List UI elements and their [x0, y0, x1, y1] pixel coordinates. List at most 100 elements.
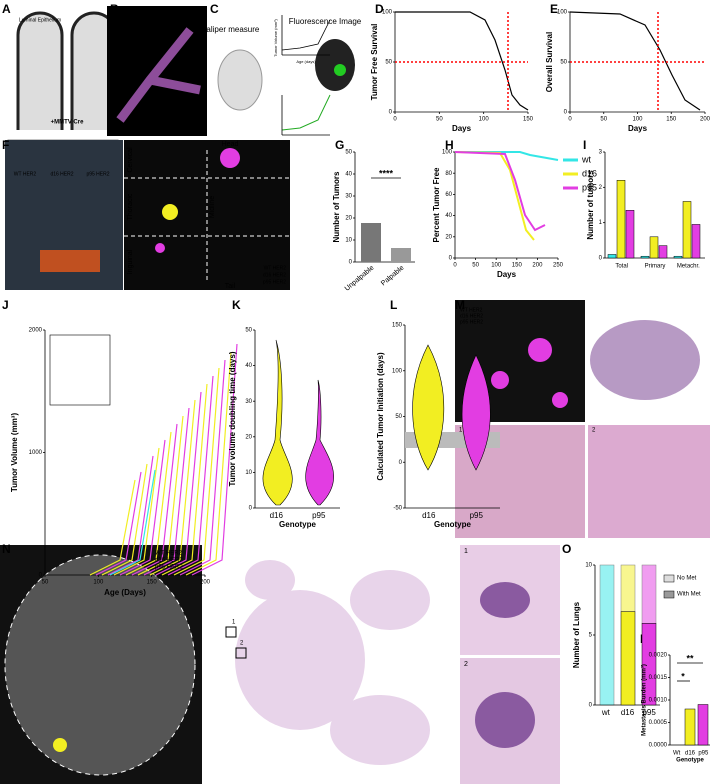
x-tick-label: 150 — [147, 580, 158, 586]
label: ** — [686, 653, 694, 663]
y-tick-label: 50 — [245, 328, 252, 334]
category-label: wt — [601, 708, 611, 717]
panel-letter: H — [445, 138, 454, 152]
y-tick-label: 0.0010 — [649, 698, 668, 704]
y-tick-label: 0 — [564, 110, 568, 116]
x-tick-label: 100 — [479, 117, 490, 123]
x-tick-label: 200 — [700, 117, 711, 123]
legend-entry: p95 HER2 — [124, 36, 166, 46]
category-label: Palpable — [380, 265, 405, 288]
label: Fluorescence Image — [289, 17, 362, 26]
category-label: p95 — [470, 511, 484, 520]
y-axis-label: Tumor volume doubling time (days) — [228, 351, 237, 486]
label: 1 — [232, 620, 236, 626]
inset-box — [225, 626, 237, 638]
label: * — [681, 671, 685, 681]
y-tick-label: 0.0000 — [649, 743, 668, 749]
category-label: d16 — [270, 511, 284, 520]
curve — [89, 479, 136, 576]
label: Thoracic — [127, 193, 134, 220]
inset — [49, 334, 111, 406]
label: 1 — [464, 548, 468, 555]
x-tick-label: 50 — [436, 117, 443, 123]
x-tick-label: 50 — [472, 263, 479, 269]
category-label: Unpalpable — [344, 265, 376, 293]
y-tick-label: 1 — [599, 220, 603, 226]
curve — [113, 447, 160, 576]
category-label: p95 — [698, 751, 709, 757]
y-tick-label: 150 — [392, 323, 403, 329]
label: 2 — [592, 428, 596, 434]
label: Tail — [225, 283, 236, 290]
legend-entry: WT HER2 — [124, 14, 164, 24]
curve — [125, 431, 172, 576]
y-tick-label: 20 — [445, 234, 452, 240]
legend-entry: p95 HER2 — [263, 279, 286, 285]
bar — [616, 180, 626, 259]
y-tick-label: 0.0015 — [649, 675, 668, 681]
curve — [185, 351, 232, 576]
y-tick-label: 80 — [445, 171, 452, 177]
x-tick-label: 250 — [553, 263, 564, 269]
histology — [590, 320, 700, 400]
x-tick-label: 200 — [200, 580, 211, 586]
legend-entry: d16 HER2 — [124, 25, 166, 35]
y-tick-label: 100 — [557, 10, 568, 16]
violin — [305, 379, 334, 506]
bar — [361, 223, 381, 262]
label: 2 — [240, 641, 244, 647]
bar — [658, 245, 668, 259]
y-tick-label: 0 — [249, 506, 253, 512]
x-tick-label: 100 — [491, 263, 502, 269]
curve — [173, 367, 220, 576]
y-tick-label: 2 — [599, 185, 603, 191]
legend-entry: No Met — [677, 576, 697, 582]
y-axis-label: Calculated Tumor Initiation (days) — [376, 352, 385, 481]
label: Luminal Epithelium — [19, 17, 61, 23]
y-tick-label: 5 — [589, 633, 593, 639]
y-tick-label: 0 — [399, 460, 403, 466]
bar — [697, 704, 709, 746]
label: +MMTV Cre — [51, 120, 85, 126]
y-axis-label: Overall Survival — [545, 32, 554, 92]
curve — [167, 375, 214, 576]
curve — [155, 391, 202, 576]
curve — [454, 151, 546, 232]
x-tick-label: 150 — [512, 263, 523, 269]
curve — [454, 151, 535, 241]
panel-letter: B — [110, 2, 119, 16]
y-tick-label: 20 — [345, 216, 352, 222]
x-axis-label: Days — [497, 270, 517, 279]
y-tick-label: 50 — [560, 60, 567, 66]
y-tick-label: 0 — [39, 573, 43, 579]
panel-letter: F — [2, 138, 9, 152]
legend-entry: WT HER2 — [155, 551, 183, 557]
bar — [620, 611, 636, 706]
x-tick-label: 100 — [93, 580, 104, 586]
curve — [569, 11, 701, 111]
x-axis-label: Days — [452, 124, 472, 133]
x-axis-label: Days — [628, 124, 648, 133]
y-tick-label: 0 — [389, 110, 393, 116]
y-axis-label: Number of Lungs — [572, 601, 581, 668]
bar — [625, 210, 635, 259]
y-axis-label: Number of Tumors — [332, 171, 341, 243]
x-tick-label: 50 — [42, 580, 49, 586]
legend-entry: wt — [581, 154, 591, 164]
bar — [673, 255, 683, 259]
panel-letter: D — [375, 2, 384, 16]
y-tick-label: 0 — [599, 256, 603, 262]
y-tick-label: 10 — [245, 470, 252, 476]
label: p95 HER2 — [86, 171, 109, 177]
curve — [119, 439, 166, 576]
curve — [101, 463, 148, 576]
label: 2 — [464, 661, 468, 668]
category-label: Total — [615, 264, 628, 270]
mouse-icon — [315, 39, 355, 91]
y-tick-label: 100 — [382, 10, 393, 16]
panel-letter: N — [2, 542, 11, 556]
category-label: p95 — [642, 708, 656, 717]
label: 1 — [459, 428, 463, 434]
panel-letter: E — [550, 2, 558, 16]
